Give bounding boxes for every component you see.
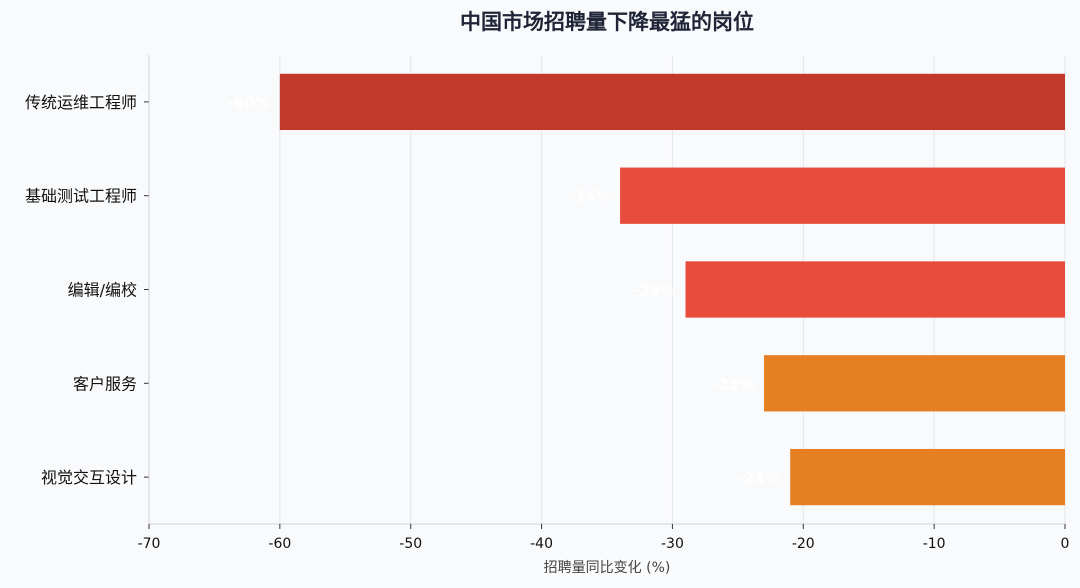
data-label: -29%	[633, 282, 675, 300]
x-tick-label: -10	[923, 536, 946, 552]
data-label: -60%	[228, 94, 270, 112]
category-label: 基础测试工程师	[25, 187, 137, 206]
category-label: 视觉交互设计	[41, 468, 137, 487]
x-tick-label: -20	[792, 536, 815, 552]
x-tick-label: -70	[138, 536, 161, 552]
bar	[279, 73, 1065, 131]
x-axis-label: 招聘量同比变化 (%)	[544, 560, 671, 576]
x-tick-label: -30	[661, 536, 684, 552]
data-label: -34%	[568, 188, 610, 206]
x-tick-label: 0	[1061, 536, 1070, 552]
bar	[685, 261, 1065, 318]
x-axis: -70 -60 -50 -40 -30 -20 -10 0	[138, 55, 1070, 552]
chart-title: 中国市场招聘量下降最猛的岗位	[460, 10, 754, 34]
x-tick-label: -40	[530, 536, 553, 552]
x-tick-label: -50	[399, 536, 422, 552]
data-labels: -60% -34% -29% -23% -21%	[228, 94, 780, 487]
category-label: 客户服务	[73, 374, 137, 393]
data-label: -21%	[738, 469, 780, 487]
category-label: 传统运维工程师	[25, 93, 137, 112]
bar	[764, 355, 1065, 412]
bars	[279, 73, 1065, 506]
bar	[620, 167, 1065, 224]
bar	[790, 448, 1065, 506]
data-label: -23%	[712, 375, 754, 393]
category-label: 编辑/编校	[68, 281, 137, 300]
x-tick-label: -60	[268, 536, 291, 552]
